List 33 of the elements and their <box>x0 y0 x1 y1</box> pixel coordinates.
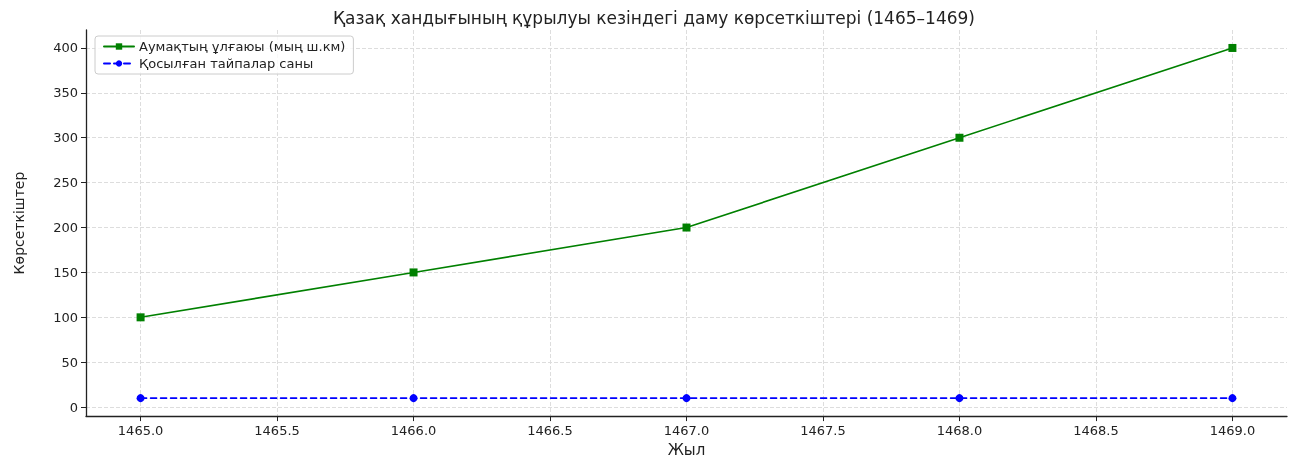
point <box>136 394 145 403</box>
x-tick-label: 1467.0 <box>663 423 710 439</box>
y-tick-label: 50 <box>61 354 78 370</box>
legend-label: Қосылған тайпалар саны <box>139 56 314 71</box>
x-tick-label: 1467.5 <box>800 423 846 439</box>
y-tick-label: 200 <box>53 220 78 236</box>
y-axis-title: Көрсеткіштер <box>11 171 27 275</box>
x-tick-label: 1465.5 <box>254 423 300 439</box>
y-tick-label: 350 <box>53 85 78 101</box>
y-tick-label: 400 <box>53 40 78 56</box>
y-tick-label: 300 <box>53 130 78 146</box>
x-tick-label: 1469.0 <box>1209 423 1256 439</box>
point <box>136 313 145 322</box>
x-tick-label: 1465.0 <box>117 423 164 439</box>
x-tick-label: 1468.5 <box>1073 423 1119 439</box>
point <box>955 394 964 403</box>
y-tick-label: 100 <box>53 309 78 325</box>
x-tick-label: 1468.0 <box>936 423 983 439</box>
point <box>1228 43 1237 52</box>
x-tick-label: 1466.5 <box>527 423 573 439</box>
y-tick-label: 0 <box>69 399 78 415</box>
point <box>682 394 691 403</box>
point <box>682 223 691 232</box>
x-axis-title: Жыл <box>667 440 706 459</box>
y-tick-label: 250 <box>53 175 78 191</box>
legend-label: Аумақтың ұлғаюы (мың ш.км) <box>139 39 346 54</box>
point <box>409 394 418 403</box>
point <box>409 268 418 277</box>
x-tick-label: 1466.0 <box>390 423 437 439</box>
point <box>955 133 964 142</box>
point <box>1228 394 1237 403</box>
chart-title: Қазақ хандығының құрылуы кезіндегі даму көрсеткіштері (1465–1469) <box>333 7 975 28</box>
y-tick-label: 150 <box>53 264 78 280</box>
